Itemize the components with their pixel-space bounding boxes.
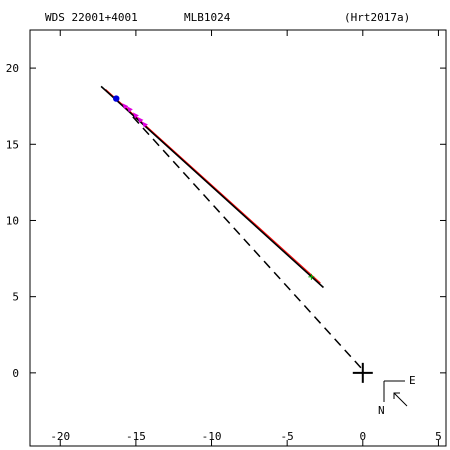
orbit-track (100, 85, 325, 289)
measure-magenta (132, 112, 139, 119)
axes: -20 -15 -10 -5 0 5 0 5 10 15 20 (6, 29, 447, 447)
measure-blue-dot (113, 95, 120, 102)
compass-east-label: E (409, 374, 416, 387)
x-tick-label: 5 (435, 430, 442, 443)
measures (113, 95, 373, 383)
y-tick-label: 10 (6, 214, 19, 227)
primary-star-cross (352, 362, 373, 383)
x-tick-label: -10 (202, 430, 222, 443)
node-line-dashed (132, 116, 364, 371)
y-tick-label: 15 (6, 138, 19, 151)
y-tick-label: 0 (12, 367, 19, 380)
measure-magenta (122, 103, 129, 110)
header: WDS 22001+4001 MLB1024 (Hrt2017a) (45, 11, 410, 24)
x-tick-label: -15 (126, 430, 146, 443)
x-tick-label: -5 (281, 430, 294, 443)
measure-magenta (137, 116, 144, 123)
reference-code: (Hrt2017a) (344, 11, 410, 24)
measure-magenta (141, 121, 148, 128)
measure-magenta (126, 106, 133, 113)
measure-green-plus (308, 273, 315, 280)
x-tick-label: 0 (359, 430, 366, 443)
residual-line (105, 89, 321, 284)
discoverer-code: MLB1024 (184, 11, 231, 24)
orbit-tracks (100, 85, 364, 371)
compass-north-label: N (378, 404, 385, 417)
plot-frame (29, 29, 447, 447)
motion-arrow-icon (393, 392, 408, 407)
y-tick-label: 5 (12, 291, 19, 304)
compass: E N (378, 374, 416, 417)
wds-id: WDS 22001+4001 (45, 11, 138, 24)
y-tick-label: 20 (6, 62, 19, 75)
x-tick-label: -20 (50, 430, 70, 443)
